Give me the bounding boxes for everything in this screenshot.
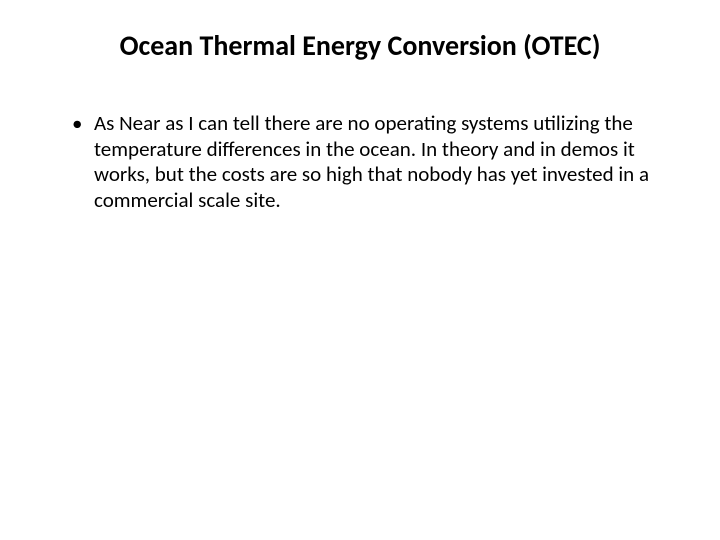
slide-title: Ocean Thermal Energy Conversion (OTEC) <box>70 28 650 63</box>
bullet-list: As Near as I can tell there are no opera… <box>50 111 670 213</box>
slide-container: Ocean Thermal Energy Conversion (OTEC) A… <box>0 0 720 540</box>
bullet-item: As Near as I can tell there are no opera… <box>72 111 670 213</box>
